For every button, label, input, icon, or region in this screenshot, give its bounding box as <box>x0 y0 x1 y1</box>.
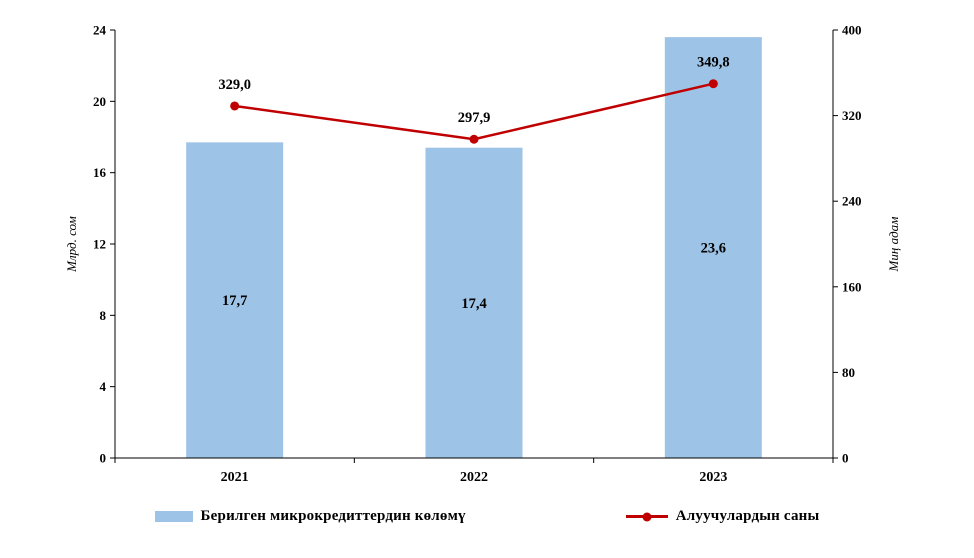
right-axis-title: Миң адам <box>886 217 901 273</box>
bar-value-label: 17,4 <box>461 296 486 312</box>
line-point-2022 <box>469 134 479 144</box>
line-value-label: 297,9 <box>458 110 491 126</box>
line-series-swatch-icon <box>625 512 668 521</box>
right-axis-tick-label: 320 <box>842 108 862 123</box>
legend: Берилген микрокредиттердин көлөмү Алуучу… <box>0 508 974 525</box>
legend-item-line-series: Алуучулардын саны <box>625 508 820 525</box>
bar-value-label: 17,7 <box>222 293 247 309</box>
legend-item-bar-series: Берилген микрокредиттердин көлөмү <box>154 508 466 525</box>
x-category-label: 2021 <box>221 470 249 485</box>
line-point-2021 <box>230 101 240 111</box>
right-axis-tick-label: 0 <box>842 451 849 466</box>
combo-chart: 0 4 8 12 16 20 24 0 80 160 240 320 400 2021 2022 2023 17… <box>64 23 901 486</box>
left-axis-tick-label: 24 <box>93 23 107 38</box>
left-axis-tick-label: 20 <box>93 94 106 109</box>
x-category-label: 2022 <box>460 470 488 485</box>
right-axis-tick-label: 160 <box>842 279 862 294</box>
bar-2023 <box>664 37 762 459</box>
left-axis-tick-label: 12 <box>93 237 106 252</box>
left-axis-title: Млрд. сом <box>64 216 79 273</box>
left-axis-tick-label: 4 <box>100 379 107 394</box>
bar-2021 <box>186 142 284 458</box>
left-axis-tick-label: 8 <box>100 308 107 323</box>
line-marker-icon <box>642 512 652 521</box>
right-axis-tick-label: 80 <box>842 365 855 380</box>
line-point-2023 <box>708 79 718 89</box>
bar-series-label: Берилген микрокредиттердин көлөмү <box>200 508 466 524</box>
right-axis-tick-label: 400 <box>842 23 862 38</box>
bar-series-swatch-icon <box>154 511 193 522</box>
bar-value-label: 23,6 <box>701 241 726 257</box>
line-series-label: Алуучулардын саны <box>675 508 820 524</box>
bar-2022 <box>425 147 523 458</box>
left-axis-tick-label: 0 <box>100 451 107 466</box>
line-value-label: 349,8 <box>697 55 730 71</box>
line-value-label: 329,0 <box>218 77 251 93</box>
left-axis-tick-label: 16 <box>93 165 107 180</box>
x-category-label: 2023 <box>699 470 727 485</box>
right-axis-tick-label: 240 <box>842 194 862 209</box>
